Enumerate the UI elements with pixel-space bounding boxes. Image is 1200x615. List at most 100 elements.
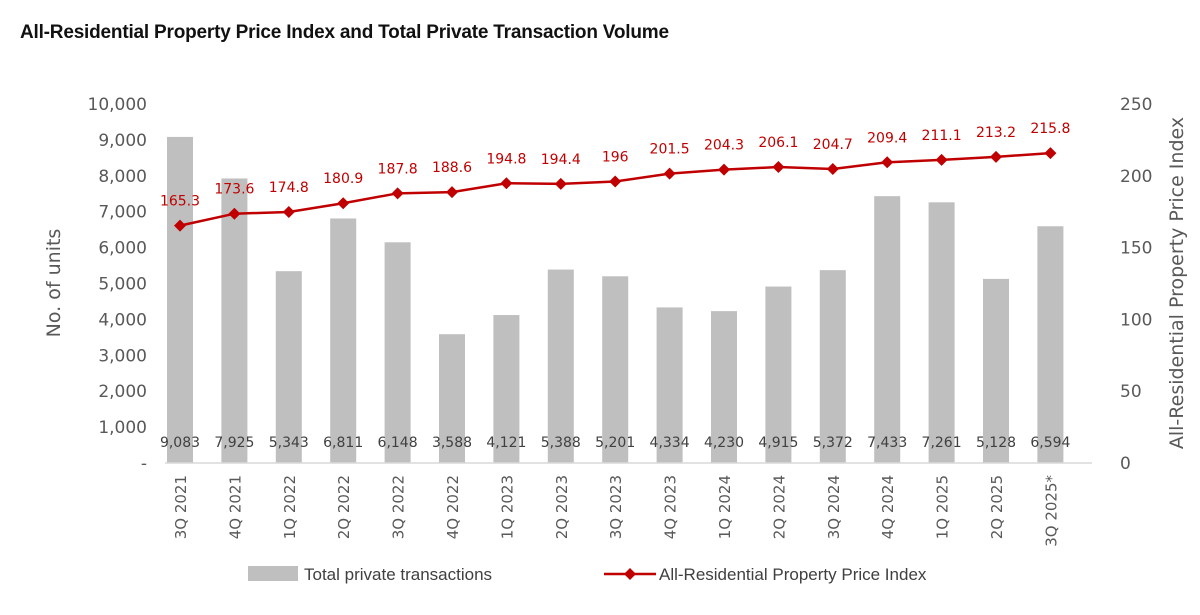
line-data-label: 213.2	[976, 125, 1016, 141]
bar	[439, 334, 465, 463]
bar	[656, 307, 683, 463]
category-label: 2Q 2022	[335, 475, 353, 539]
bar-data-label: 5,128	[976, 435, 1016, 451]
left-axis-title: No. of units	[43, 229, 65, 338]
left-tick-label: 6,000	[98, 239, 147, 259]
legend-label-bars: Total private transactions	[304, 565, 492, 584]
left-tick-label: 2,000	[98, 382, 147, 402]
category-label: 4Q 2024	[879, 475, 897, 539]
left-tick-label: 8,000	[98, 167, 147, 187]
right-tick-label: 100	[1120, 310, 1152, 330]
left-tick-label: 10,000	[88, 95, 147, 115]
left-tick-label: 4,000	[98, 310, 147, 330]
line-point-marker	[228, 207, 241, 220]
line-point-marker	[935, 153, 948, 166]
category-label: 3Q 2022	[390, 475, 408, 539]
line-point-marker	[554, 177, 567, 190]
bar-data-label: 6,594	[1030, 435, 1070, 451]
left-tick-label: 5,000	[98, 275, 147, 295]
bar	[765, 286, 792, 463]
right-axis-title: All-Residential Property Price Index	[1166, 117, 1188, 449]
bar	[384, 242, 411, 463]
bar-data-label: 3,588	[432, 435, 472, 451]
bar	[221, 178, 248, 463]
right-tick-label: 50	[1120, 382, 1142, 402]
bar	[928, 202, 955, 464]
line-data-label: 209.4	[867, 130, 907, 146]
line-point-marker	[337, 197, 350, 210]
line-point-marker	[718, 163, 730, 176]
line-point-marker	[1044, 147, 1057, 160]
category-label: 2Q 2025	[988, 475, 1006, 539]
line-data-label: 173.6	[214, 182, 254, 198]
bar	[874, 196, 901, 463]
category-label: 3Q 2021	[172, 475, 190, 539]
bar-data-label: 7,433	[867, 435, 907, 451]
bar-data-label: 9,083	[160, 435, 200, 451]
line-point-marker	[391, 187, 404, 200]
left-tick-label: 3,000	[98, 346, 147, 366]
category-label: 2Q 2024	[770, 475, 788, 539]
line-data-label: 215.8	[1030, 121, 1070, 137]
chart-title: All-Residential Property Price Index and…	[20, 22, 669, 43]
left-tick-label: -	[141, 454, 147, 474]
bar	[547, 269, 574, 463]
category-label: 4Q 2023	[662, 475, 680, 539]
bar-data-label: 5,372	[813, 435, 853, 451]
bar	[167, 136, 193, 464]
line-point-marker	[174, 219, 186, 232]
bar-data-label: 4,334	[650, 435, 690, 451]
line-data-label: 196	[602, 150, 629, 166]
line-point-marker	[772, 161, 785, 174]
bar	[602, 276, 629, 463]
line-point-marker	[446, 186, 458, 199]
category-label: 4Q 2022	[444, 475, 462, 539]
bar-data-label: 6,148	[378, 435, 418, 451]
bar-data-label: 4,230	[704, 435, 744, 451]
line-data-label: 201.5	[650, 142, 690, 158]
legend-marker-diamond	[624, 568, 636, 580]
line-data-label: 165.3	[160, 194, 200, 210]
legend: Total private transactions All-Residenti…	[248, 565, 927, 584]
category-label: 1Q 2022	[281, 475, 299, 539]
bar-series	[167, 136, 1064, 464]
category-label: 3Q 2025*	[1042, 475, 1060, 547]
line-point-marker	[881, 156, 894, 169]
bar-data-label: 7,261	[922, 435, 962, 451]
line-data-label: 180.9	[323, 171, 363, 187]
line-data-label: 194.4	[541, 152, 581, 168]
line-data-label: 188.6	[432, 160, 472, 176]
line-data-label: 206.1	[758, 135, 798, 151]
line-data-label: 211.1	[922, 128, 962, 144]
line-data-label: 204.3	[704, 138, 744, 154]
left-tick-label: 9,000	[98, 131, 147, 151]
bar	[275, 271, 302, 463]
line-point-marker	[663, 167, 676, 180]
line-data-label: 174.8	[269, 180, 309, 196]
line-data-label: 204.7	[813, 137, 853, 153]
bar	[1037, 226, 1064, 463]
right-tick-label: 150	[1120, 239, 1152, 259]
right-tick-label: 250	[1120, 95, 1152, 115]
bar	[493, 315, 520, 463]
legend-label-line: All-Residential Property Price Index	[659, 565, 927, 584]
line-point-marker	[500, 177, 513, 190]
bar-data-labels: 9,083 7,925 5,343 6,811 6,148 3,588 4,121 5,388…	[160, 435, 1071, 451]
line-data-label: 187.8	[378, 161, 418, 177]
bar-data-label: 5,388	[541, 435, 581, 451]
bar-data-label: 7,925	[214, 435, 254, 451]
bar-data-label: 4,915	[758, 435, 798, 451]
bar	[983, 278, 1009, 463]
bar-data-label: 6,811	[323, 435, 363, 451]
bar-data-label: 5,343	[269, 435, 309, 451]
category-labels: 3Q 2021 4Q 2021 1Q 2022 2Q 2022 3Q 2022 4Q 20…	[172, 475, 1060, 547]
line-point-marker	[990, 150, 1002, 163]
category-label: 1Q 2025	[934, 475, 952, 539]
category-label: 3Q 2023	[607, 475, 625, 539]
bar	[819, 270, 846, 463]
line-series	[174, 147, 1057, 232]
line-point-marker	[826, 163, 839, 176]
category-label: 1Q 2023	[498, 475, 516, 539]
line-point-marker	[609, 175, 622, 188]
